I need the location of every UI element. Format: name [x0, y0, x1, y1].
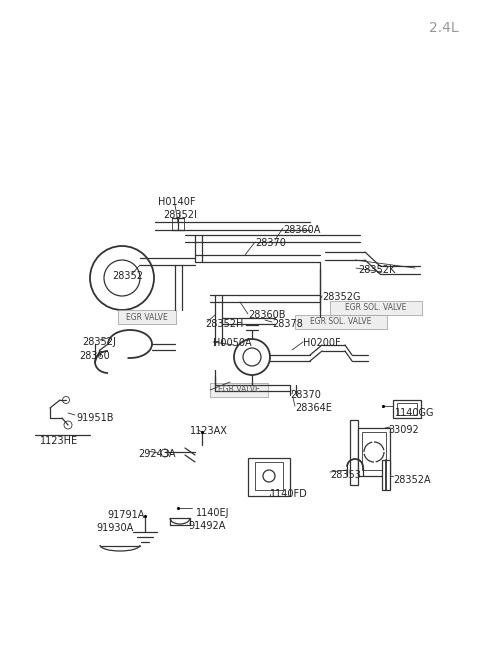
Text: 91791A: 91791A [107, 510, 144, 520]
Text: H0200F: H0200F [303, 338, 341, 348]
Text: EGR SOL. VALVE: EGR SOL. VALVE [310, 318, 372, 326]
Bar [295, 315, 387, 329]
Bar [118, 310, 176, 324]
Text: 91951B: 91951B [76, 413, 113, 423]
Text: 28352: 28352 [112, 271, 143, 281]
Bar [358, 428, 390, 476]
Circle shape [263, 470, 275, 482]
Bar [210, 383, 268, 397]
Text: 28352H: 28352H [205, 319, 243, 329]
Bar [350, 420, 358, 485]
Text: 1140FD: 1140FD [270, 489, 308, 499]
Circle shape [62, 396, 70, 403]
Bar [393, 400, 421, 418]
Text: 28370: 28370 [255, 238, 286, 248]
Text: 28378: 28378 [272, 319, 303, 329]
Text: 28352A: 28352A [393, 475, 431, 485]
Text: EGR VALVE: EGR VALVE [218, 386, 260, 394]
Text: 28352J: 28352J [82, 337, 116, 347]
Bar [172, 218, 184, 230]
Text: 1140GG: 1140GG [395, 408, 434, 418]
Text: 29243A: 29243A [138, 449, 176, 459]
Text: 28352K: 28352K [358, 265, 396, 275]
Bar [248, 458, 290, 496]
Text: 28360A: 28360A [283, 225, 320, 235]
Bar [330, 301, 422, 315]
Text: 28353: 28353 [330, 470, 361, 480]
Circle shape [104, 260, 140, 296]
Text: H0050A: H0050A [213, 338, 252, 348]
Circle shape [234, 339, 270, 375]
Text: 91492A: 91492A [188, 521, 226, 531]
Text: 28352I: 28352I [163, 210, 197, 220]
Bar [255, 462, 283, 490]
Bar [397, 403, 417, 415]
Bar [362, 432, 386, 470]
Text: 28370: 28370 [290, 390, 321, 400]
Text: 2.4L: 2.4L [429, 21, 459, 35]
Bar [382, 460, 390, 490]
Circle shape [161, 449, 169, 457]
Circle shape [90, 246, 154, 310]
Text: EGR SOL. VALVE: EGR SOL. VALVE [345, 303, 407, 312]
Text: 28360B: 28360B [248, 310, 286, 320]
Text: 1140EJ: 1140EJ [196, 508, 229, 518]
Text: 28364E: 28364E [295, 403, 332, 413]
Text: H0140F: H0140F [158, 197, 195, 207]
Text: 33092: 33092 [388, 425, 419, 435]
Text: 28352G: 28352G [322, 292, 360, 302]
Text: 1123HE: 1123HE [40, 436, 78, 446]
Text: EGR VALVE: EGR VALVE [126, 312, 168, 322]
Text: 28360: 28360 [79, 351, 110, 361]
Text: 1123AX: 1123AX [190, 426, 228, 436]
Text: 91930A: 91930A [96, 523, 133, 533]
Circle shape [243, 348, 261, 366]
Circle shape [64, 421, 72, 429]
